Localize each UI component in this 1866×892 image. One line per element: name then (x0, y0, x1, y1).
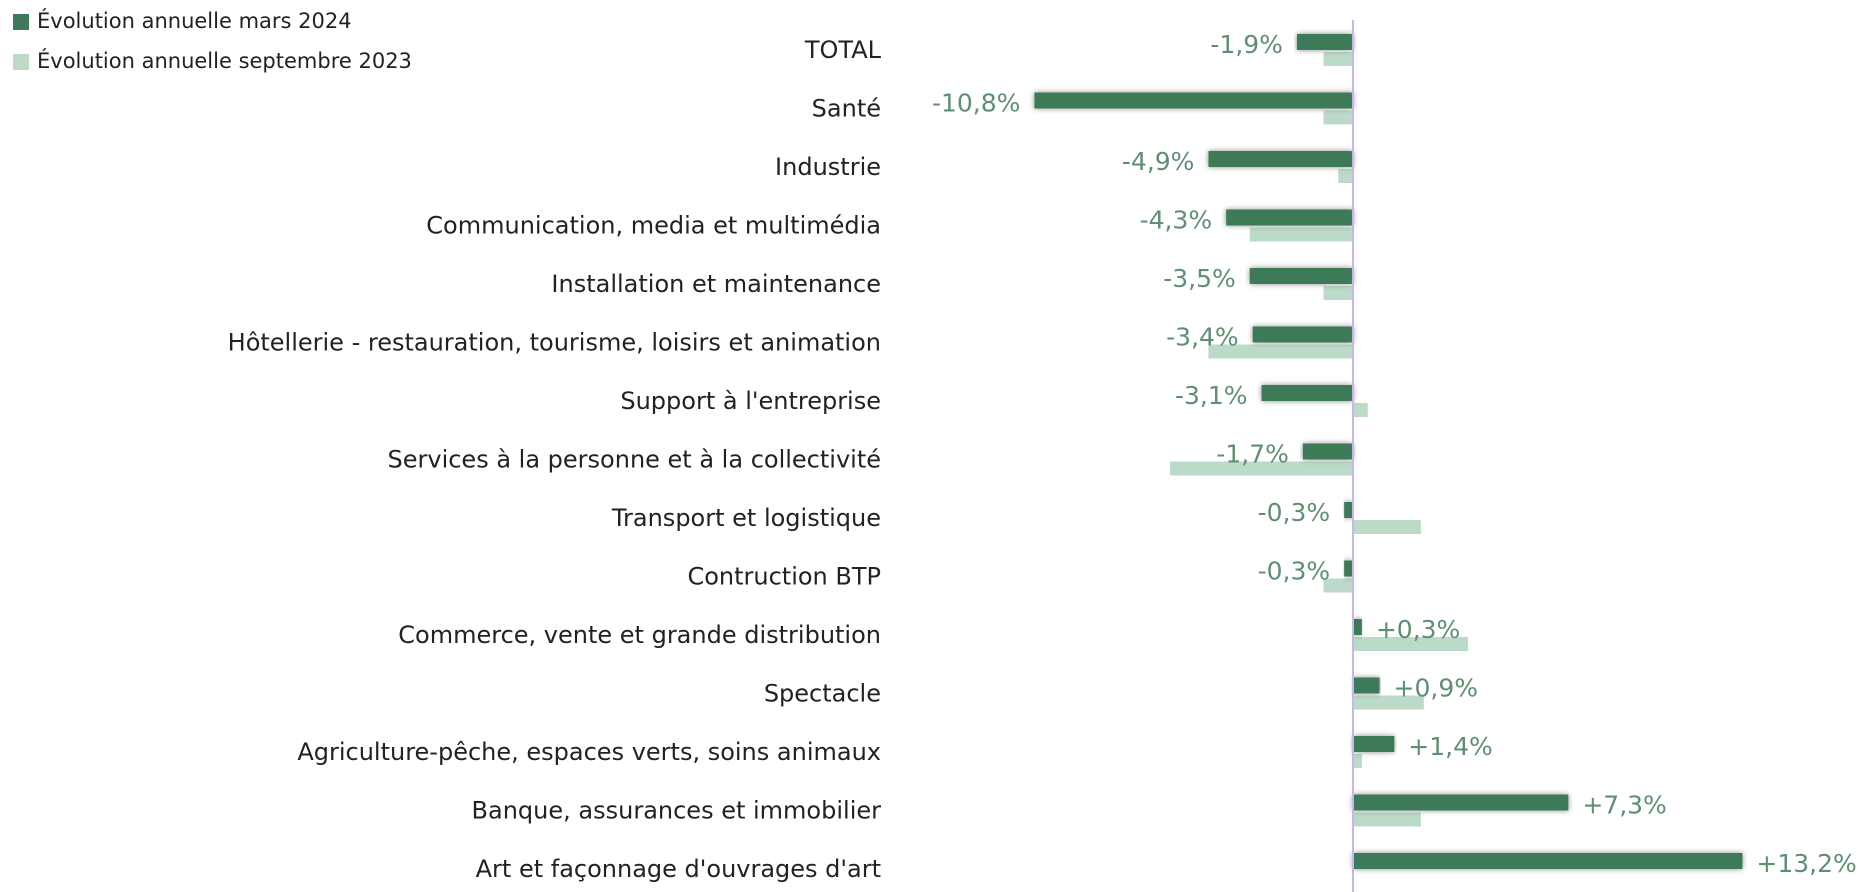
bar (1226, 209, 1353, 226)
value-label: -0,3% (1258, 557, 1331, 586)
value-label: +0,9% (1394, 674, 1478, 703)
legend-label: Évolution annuelle mars 2024 (37, 8, 352, 33)
bar (1338, 169, 1353, 183)
category-label: Industrie (775, 153, 881, 181)
category-label: Communication, media et multimédia (426, 212, 881, 240)
category-label: Banque, assurances et immobilier (472, 797, 882, 825)
value-label: -0,3% (1258, 498, 1331, 527)
bar (1208, 151, 1353, 167)
value-label: -3,5% (1163, 264, 1236, 293)
bar (1034, 92, 1353, 109)
bar (1353, 677, 1380, 694)
bar (1344, 560, 1353, 577)
bar (1353, 754, 1362, 768)
bar (1353, 403, 1368, 417)
bar (1208, 344, 1353, 359)
bar (1170, 461, 1353, 476)
category-label: Spectacle (764, 680, 881, 708)
bar (1249, 268, 1353, 284)
category-label: Installation et maintenance (551, 270, 881, 298)
value-label: +7,3% (1582, 791, 1666, 820)
bar (1261, 385, 1353, 401)
category-label: Support à l'entreprise (620, 387, 881, 415)
category-label: Services à la personne et à la collectiv… (388, 446, 882, 474)
legend-swatch (13, 54, 29, 70)
category-label: Agriculture-pêche, espaces verts, soins … (297, 738, 881, 766)
value-label: -1,9% (1210, 30, 1283, 59)
bar (1323, 286, 1353, 300)
bar (1344, 502, 1353, 518)
bar (1323, 578, 1353, 593)
bar (1353, 619, 1362, 635)
category-label: Santé (812, 95, 881, 123)
value-label: +1,4% (1408, 732, 1492, 761)
value-label: +13,2% (1756, 849, 1856, 878)
value-label: -4,9% (1122, 147, 1195, 176)
bar (1353, 794, 1569, 811)
value-label: -4,3% (1140, 206, 1213, 235)
value-label: -10,8% (932, 89, 1020, 118)
bar (1353, 853, 1743, 869)
bar (1302, 443, 1353, 460)
bar (1323, 52, 1353, 66)
value-label: -3,1% (1175, 381, 1248, 410)
legend-label: Évolution annuelle septembre 2023 (37, 48, 412, 73)
bar (1353, 637, 1469, 651)
category-label: Commerce, vente et grande distribution (398, 621, 881, 649)
bar (1353, 695, 1424, 710)
value-label: -3,4% (1166, 323, 1239, 352)
legend-swatch (13, 14, 29, 30)
value-label: +0,3% (1376, 615, 1460, 644)
category-label: Transport et logistique (611, 504, 881, 532)
bar (1249, 227, 1353, 242)
bar (1323, 110, 1353, 125)
bar (1353, 736, 1395, 752)
category-label: Art et façonnage d'ouvrages d'art (476, 855, 881, 883)
value-label: -1,7% (1216, 440, 1289, 469)
bar (1296, 34, 1353, 50)
bar (1252, 326, 1353, 343)
category-label: TOTAL (804, 36, 882, 64)
bar (1353, 812, 1421, 827)
category-label: Hôtellerie - restauration, tourisme, loi… (228, 329, 881, 357)
bar (1353, 520, 1421, 534)
category-label: Contruction BTP (687, 563, 881, 591)
